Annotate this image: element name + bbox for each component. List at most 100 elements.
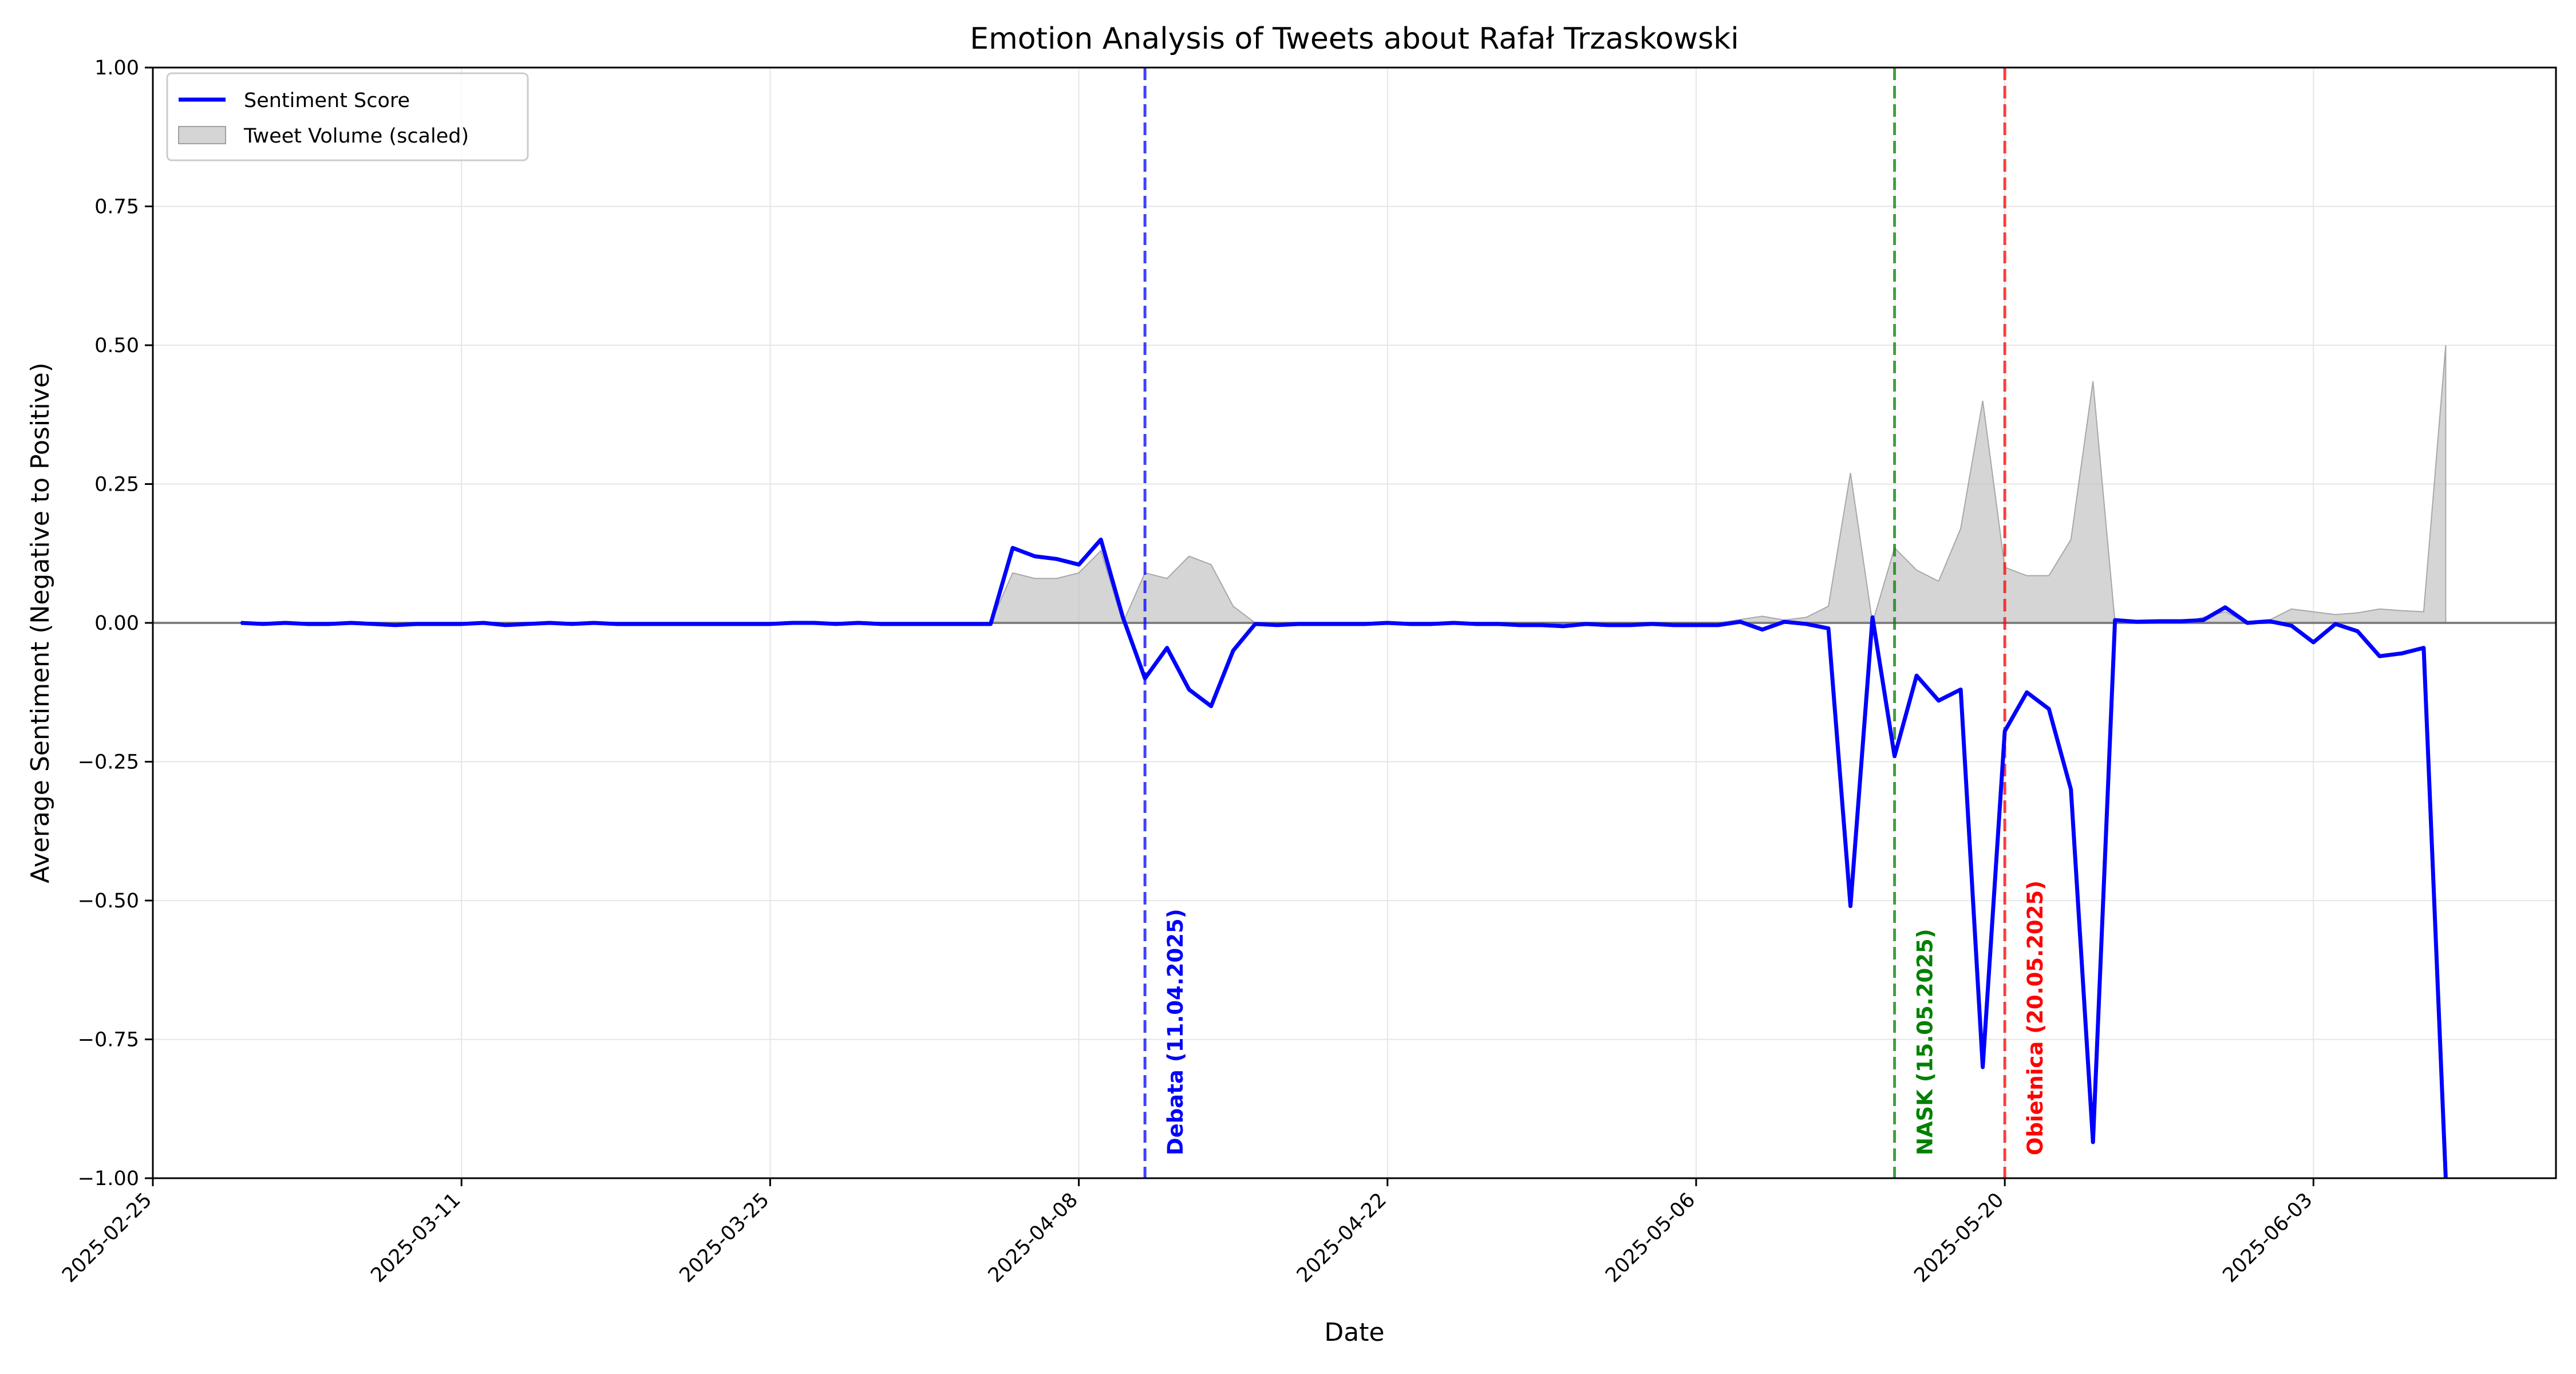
y-axis-label: Average Sentiment (Negative to Positive) bbox=[26, 362, 55, 883]
y-tick-label: 1.00 bbox=[94, 57, 139, 80]
sentiment-point bbox=[394, 624, 397, 626]
sentiment-point bbox=[1827, 627, 1830, 630]
sentiment-point bbox=[1254, 623, 1257, 625]
x-axis-ticks: 2025-02-25 2025-03-11 2025-03-25 2025-04-08… bbox=[58, 1178, 2317, 1287]
sentiment-point bbox=[1012, 547, 1014, 549]
sentiment-point bbox=[1298, 623, 1301, 625]
sentiment-point bbox=[504, 624, 507, 626]
y-axis-ticks: −1.00 −0.75 −0.50 −0.25 0.00 0.25 0.50 0.75 1.00 bbox=[78, 57, 153, 1190]
sentiment-point bbox=[1078, 563, 1080, 566]
sentiment-point bbox=[2423, 647, 2425, 649]
sentiment-point bbox=[1034, 555, 1036, 558]
sentiment-point bbox=[857, 622, 859, 624]
sentiment-point bbox=[1408, 623, 1411, 625]
sentiment-point bbox=[1783, 621, 1785, 623]
x-tick-label: 2025-02-25 bbox=[58, 1189, 156, 1287]
legend-tweet-volume-swatch bbox=[178, 126, 226, 144]
sentiment-point bbox=[1938, 700, 1940, 702]
sentiment-point bbox=[2070, 788, 2072, 791]
sentiment-point bbox=[1342, 623, 1345, 625]
sentiment-point bbox=[835, 623, 837, 625]
sentiment-point bbox=[1122, 616, 1124, 618]
sentiment-point bbox=[1894, 755, 1896, 757]
sentiment-point bbox=[2334, 623, 2337, 625]
sentiment-point bbox=[769, 623, 771, 625]
sentiment-point bbox=[571, 623, 573, 625]
sentiment-line-layer bbox=[240, 538, 2448, 1179]
sentiment-point bbox=[2202, 619, 2204, 621]
sentiment-point bbox=[1695, 624, 1697, 626]
sentiment-point bbox=[1056, 558, 1058, 560]
sentiment-point bbox=[1585, 623, 1587, 625]
y-tick-label: 0.75 bbox=[94, 196, 139, 219]
sentiment-point bbox=[2114, 619, 2116, 621]
x-tick-label: 2025-05-20 bbox=[1910, 1189, 2008, 1287]
x-tick-label: 2025-06-03 bbox=[2219, 1189, 2317, 1287]
sentiment-point bbox=[2268, 620, 2270, 622]
tweet-volume-area-layer bbox=[989, 345, 2447, 625]
sentiment-point bbox=[2026, 691, 2028, 693]
sentiment-point bbox=[2356, 630, 2358, 633]
sentiment-point bbox=[1166, 647, 1168, 649]
sentiment-point bbox=[901, 623, 903, 625]
sentiment-point bbox=[1717, 624, 1719, 626]
x-tick-label: 2025-05-06 bbox=[1601, 1189, 1700, 1287]
sentiment-point bbox=[1982, 1066, 1984, 1068]
sentiment-point bbox=[967, 623, 970, 625]
sentiment-point bbox=[284, 622, 286, 624]
sentiment-point bbox=[2379, 655, 2381, 657]
sentiment-point bbox=[990, 623, 992, 625]
sentiment-point bbox=[945, 623, 947, 625]
tweet-volume-area bbox=[989, 345, 2447, 625]
sentiment-point bbox=[1452, 622, 1455, 624]
sentiment-point bbox=[1805, 623, 1808, 625]
sentiment-point bbox=[1915, 674, 1918, 677]
sentiment-point bbox=[791, 622, 793, 624]
sentiment-point bbox=[2004, 730, 2006, 732]
sentiment-point bbox=[725, 623, 727, 625]
sentiment-point bbox=[1651, 623, 1653, 625]
sentiment-point bbox=[1673, 624, 1675, 626]
sentiment-point bbox=[1871, 616, 1874, 618]
sentiment-point bbox=[1431, 623, 1433, 625]
sentiment-point bbox=[879, 623, 882, 625]
sentiment-score-line bbox=[240, 538, 2448, 1179]
chart-title: Emotion Analysis of Tweets about Rafał T… bbox=[970, 22, 1739, 56]
y-tick-label: −0.75 bbox=[78, 1029, 139, 1052]
legend-tweet-volume-label: Tweet Volume (scaled) bbox=[243, 125, 469, 148]
sentiment-point bbox=[483, 622, 485, 624]
y-tick-label: −1.00 bbox=[78, 1167, 139, 1190]
sentiment-point bbox=[2180, 620, 2182, 622]
y-tick-label: −0.25 bbox=[78, 751, 139, 774]
sentiment-point bbox=[659, 623, 661, 625]
event-label: Debata (11.04.2025) bbox=[1163, 909, 1188, 1155]
sentiment-point bbox=[1629, 624, 1631, 626]
sentiment-point bbox=[1607, 624, 1609, 626]
sentiment-point bbox=[2290, 625, 2293, 627]
y-tick-label: 0.50 bbox=[94, 334, 139, 357]
sentiment-point bbox=[615, 623, 617, 625]
legend-frame bbox=[166, 72, 529, 161]
sentiment-point bbox=[1475, 623, 1477, 625]
y-tick-label: 0.00 bbox=[94, 612, 139, 635]
y-tick-label: −0.50 bbox=[78, 890, 139, 913]
sentiment-point bbox=[1850, 905, 1852, 907]
sentiment-point bbox=[1496, 623, 1499, 625]
sentiment-point bbox=[1210, 705, 1212, 707]
event-label: Obietnica (20.05.2025) bbox=[2023, 881, 2048, 1155]
sentiment-point bbox=[2224, 606, 2226, 609]
sentiment-point bbox=[262, 623, 264, 625]
sentiment-point bbox=[1386, 622, 1389, 624]
sentiment-point bbox=[416, 623, 418, 625]
sentiment-point bbox=[372, 623, 374, 625]
event-label: NASK (15.05.2025) bbox=[1913, 929, 1938, 1155]
sentiment-point bbox=[460, 623, 463, 625]
x-tick-label: 2025-03-11 bbox=[366, 1189, 465, 1287]
sentiment-point bbox=[2158, 620, 2160, 622]
sentiment-point bbox=[1959, 688, 1962, 690]
legend: Sentiment Score Tweet Volume (scaled) bbox=[166, 72, 529, 161]
sentiment-point bbox=[1761, 629, 1764, 631]
sentiment-point bbox=[813, 622, 815, 624]
sentiment-point bbox=[328, 623, 330, 625]
